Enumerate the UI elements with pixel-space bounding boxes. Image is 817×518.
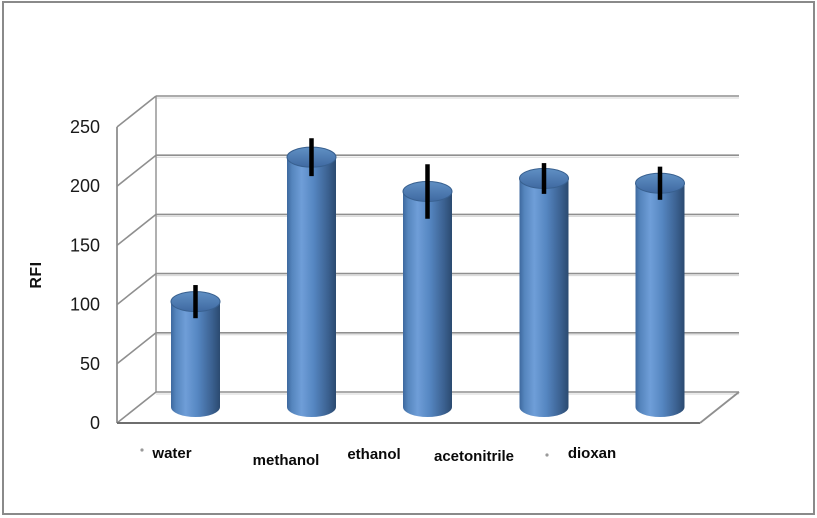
x-axis-label-water: water <box>152 445 192 462</box>
y-tick-label-200: 200 <box>70 176 100 196</box>
y-tick-label-250: 250 <box>70 117 100 137</box>
bar-water <box>171 301 220 407</box>
sidewall-gridline-200 <box>116 154 157 187</box>
y-tick-label-100: 100 <box>70 295 100 315</box>
sidewall-gridline-50 <box>116 332 157 365</box>
axis-tick-dot-0 <box>140 448 144 452</box>
sidewall-gridline-100 <box>116 272 157 306</box>
y-axis-title: RFI <box>28 261 45 289</box>
sidewall-gridline-150 <box>116 213 157 247</box>
y-tick-label-50: 50 <box>80 354 100 374</box>
y-tick-label-150: 150 <box>70 235 100 255</box>
axis-tick-dot-1 <box>545 453 549 457</box>
chart-canvas: 0 50 100 150 200 250 <box>70 95 740 457</box>
y-tick-label-0: 0 <box>90 413 100 433</box>
x-axis-label-methanol: methanol <box>252 452 320 469</box>
x-axis-label-acetonitrile: acetonitrile <box>433 448 515 465</box>
floor-right-edge <box>699 391 740 424</box>
bar-ethanol <box>403 191 452 407</box>
bar-dioxan <box>635 183 685 407</box>
x-axis-label-ethanol: ethanol <box>347 446 401 463</box>
bar-acetonitrile <box>519 178 569 407</box>
bar-methanol <box>287 157 336 407</box>
sidewall-gridline-250 <box>116 95 157 128</box>
sidewall-gridline-0 <box>116 391 157 424</box>
x-axis-label-dioxan: dioxan <box>567 445 617 462</box>
